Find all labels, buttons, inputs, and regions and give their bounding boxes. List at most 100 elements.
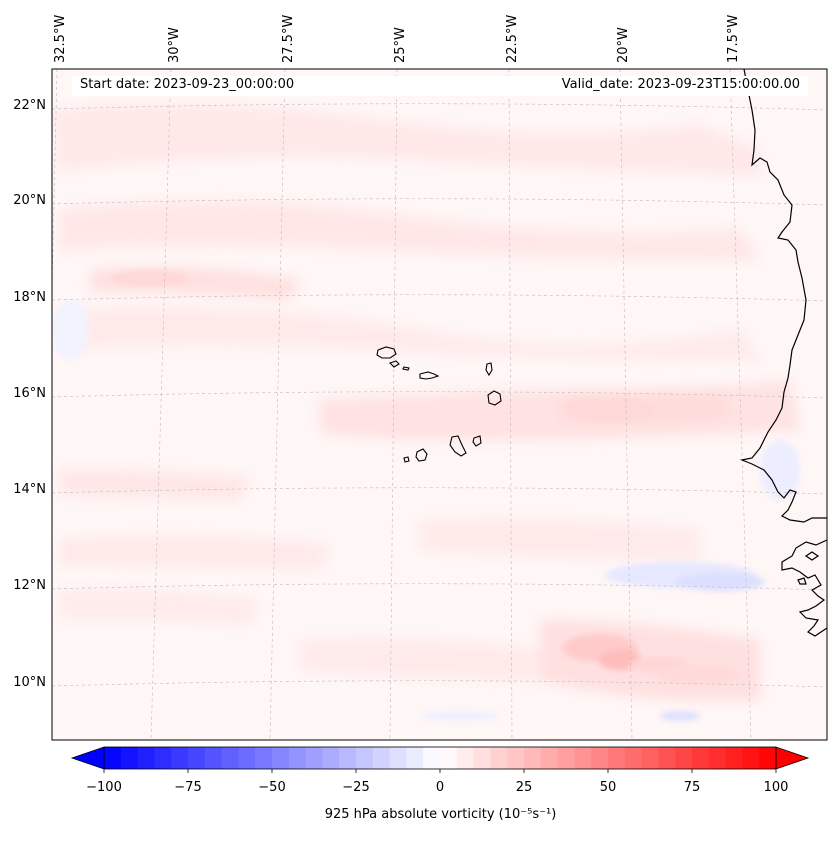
colorbar-tick-label: 0 [435,780,445,795]
colorbar-tick-label: 25 [515,780,533,795]
island-brava [403,456,410,463]
colorbar-segment [624,747,643,769]
lat-label-16N: 16°N [13,386,46,401]
gridline-lat-10 [52,680,827,688]
colorbar-segment [725,747,743,769]
colorbar-segment [171,747,189,769]
colorbar-segment [608,747,626,769]
colorbar-segment [204,747,223,769]
gridline-lon-22.5 [508,69,513,740]
start-date-label: Start date: 2023-09-23_00:00:00 [80,77,295,92]
colorbar-segment [524,747,542,769]
africa-coastline [739,69,827,523]
colorbar-segment [406,747,424,769]
colorbar-segment [305,747,323,769]
lon-label-30W: 30°W [167,27,182,63]
colorbar-segment [120,747,139,769]
graticule [52,69,827,740]
island-sal [485,362,493,377]
lat-label-14N: 14°N [13,482,46,497]
gridline-lon-25 [389,69,398,740]
colorbar-tick-label: 100 [763,780,789,795]
colorbar-segment [692,747,710,769]
colorbar-segment [641,747,659,769]
date-info-bar: Start date: 2023-09-23_00:00:00 Valid_da… [72,76,808,96]
colorbar-extend-low [70,746,105,770]
map-frame [51,68,828,741]
lat-label-20N: 20°N [13,193,46,208]
colorbar-segment [322,747,340,769]
colorbar-segment [423,747,441,769]
colorbar-segment [456,747,475,769]
gridline-lon-30 [150,69,172,740]
colorbar-segment [372,747,391,769]
colorbar-segment [137,747,155,769]
gridline-lon-20 [619,69,633,740]
colorbar-segment [591,747,609,769]
colorbar-segment [473,747,491,769]
island-sao-nicolau [419,371,440,380]
colorbar-tick-label: 75 [683,780,701,795]
colorbar-segment [759,747,777,769]
lat-label-18N: 18°N [13,290,46,305]
colorbar-segment [490,747,508,769]
colorbar-segment [356,747,374,769]
lat-label-12N: 12°N [13,578,46,593]
colorbar-extend-high [775,746,810,770]
gridline-lon-27.5 [269,69,286,740]
colorbar-segment [675,747,693,769]
colorbar-segment [339,747,357,769]
colorbar-tick-label: 50 [599,780,617,795]
gridline-lat-12 [52,583,827,591]
colorbar-segment [742,747,760,769]
colorbar-segment [104,747,122,769]
lon-label-17.5W: 17.5°W [726,14,741,63]
lat-label-10N: 10°N [13,675,46,690]
island-sao-vicente [388,360,400,368]
lon-label-32.5W: 32.5°W [53,14,68,63]
colorbar-segment [154,747,172,769]
island-santa-luzia [402,366,410,371]
colorbar-tick-label: −50 [258,780,286,795]
gridline-lat-18 [52,294,827,302]
colorbar-segments [104,747,777,769]
vorticity-field [52,69,827,740]
lon-label-27.5W: 27.5°W [281,14,296,63]
gridline-lat-16 [52,391,827,399]
colorbar-segment [221,747,239,769]
colorbar-segment [540,747,559,769]
lat-label-22N: 22°N [13,98,46,113]
colorbar-tick-label: −75 [174,780,202,795]
colorbar [70,746,810,773]
colorbar-segment [272,747,290,769]
colorbar-segment [507,747,525,769]
gridline-lat-22 [52,103,827,111]
colorbar-label: 925 hPa absolute vorticity (10⁻⁵s⁻¹) [324,807,557,822]
lon-label-25W: 25°W [393,27,408,63]
gridline-lat-14 [52,487,827,495]
colorbar-segment [188,747,206,769]
island-boa-vista [487,390,502,406]
colorbar-segment [440,747,458,769]
colorbar-segment [255,747,273,769]
gridline-lat-20 [52,198,827,206]
colorbar-segment [238,747,256,769]
colorbar-segment [288,747,307,769]
negative-vorticity-patches [52,300,800,721]
strong-positive-vorticity-patches [110,270,740,685]
colorbar-segment [708,747,727,769]
island-maio [472,435,482,447]
lon-label-20W: 20°W [616,27,631,63]
island-santo-antao [376,346,397,359]
valid-date-label: Valid_date: 2023-09-23T15:00:00.00 [561,77,800,92]
colorbar-tick-marks [103,769,777,773]
colorbar-segment [557,747,575,769]
gridline-lon-17.5 [729,69,752,740]
coastlines [739,69,827,637]
colorbar-tick-label: −100 [86,780,122,795]
lon-label-22.5W: 22.5°W [505,14,520,63]
island-fogo [415,448,428,462]
bijagos-islands [797,551,820,585]
